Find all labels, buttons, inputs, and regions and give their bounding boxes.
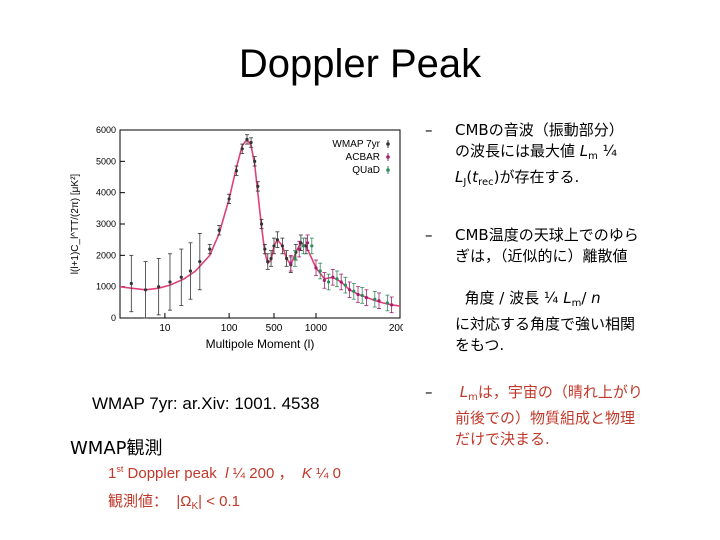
y-tick-label: 5000 (96, 156, 116, 166)
data-point (275, 238, 279, 242)
data-point (157, 285, 161, 289)
bullet-2: – CMB温度の天球上でのゆら ぎは，（近似的に）離散値 (425, 225, 700, 267)
y-tick-label: 6000 (96, 125, 116, 135)
legend-marker (386, 142, 390, 146)
data-point (198, 260, 202, 264)
data-point (263, 247, 267, 251)
data-point (310, 244, 314, 248)
power-spectrum-chart: 0 1000 2000 3000 4000 5000 6000 10 100 500 1000 20… (70, 125, 403, 351)
data-point (322, 278, 326, 282)
y-tick-label: 3000 (96, 219, 116, 229)
bullet-text: CMB温度の天球上でのゆら ぎは，（近似的に）離散値 (455, 226, 639, 265)
x-tick-label: 2000 (389, 323, 403, 334)
y-tick-label: 0 (111, 313, 116, 323)
data-point (240, 147, 244, 151)
data-point (234, 169, 239, 173)
data-point (259, 222, 264, 226)
legend-label: WMAP 7yr (332, 139, 380, 150)
x-tick-label: 1000 (305, 323, 328, 334)
data-point (253, 159, 257, 163)
y-axis-label: l(l+1)C_l^TT/(2π) [μK²] (70, 174, 81, 275)
bullet-dash: – (425, 226, 433, 244)
data-point (339, 280, 343, 284)
data-point (352, 289, 356, 293)
bullet-text: 角度 / 波長 ¼ Lm/ n に対応する角度で強い相関 をもつ. (455, 289, 636, 354)
legend-label: ACBAR (346, 152, 380, 163)
data-point (179, 275, 183, 279)
data-point (272, 244, 276, 248)
bullet-dash: – (425, 383, 433, 401)
x-tick-label: 10 (159, 323, 171, 334)
data-point (335, 277, 339, 281)
data-point (280, 244, 284, 248)
data-point (266, 260, 270, 264)
bullet-text: Lmは，宇宙の（晴れ上がり 前後での）物質組成と物理 だけで決まる. (455, 383, 643, 448)
x-axis-label: Multipole Moment (l) (206, 337, 315, 351)
x-tick-label: 500 (266, 323, 283, 334)
data-point (360, 293, 364, 298)
bullet-4: – Lmは，宇宙の（晴れ上がり 前後での）物質組成と物理 だけで決まる. (425, 382, 700, 450)
data-point (314, 266, 318, 270)
measured-value-line: 観測値： |ΩK| < 0.1 (108, 493, 240, 512)
legend-marker (386, 155, 390, 159)
data-point (343, 283, 347, 287)
data-point (301, 244, 305, 248)
data-point (188, 269, 193, 273)
data-point (385, 301, 389, 305)
legend-label: QUaD (352, 165, 380, 176)
bullet-1: – CMBの音波（振動部分） の波長には最大値 Lm ¼ LJ(trec)が存在する… (425, 120, 700, 193)
data-point (331, 275, 335, 279)
legend-marker (386, 168, 390, 172)
data-point (269, 256, 273, 261)
data-point (143, 288, 148, 292)
data-point (304, 244, 308, 248)
data-point (217, 228, 221, 232)
data-point (208, 247, 212, 251)
data-point (318, 269, 322, 273)
data-point (299, 241, 303, 245)
data-point (245, 137, 249, 141)
y-tick-label: 4000 (96, 188, 116, 198)
bullet-dash: – (425, 121, 433, 139)
bullet-text: CMBの音波（振動部分） の波長には最大値 Lm ¼ LJ(trec)が存在する. (455, 121, 624, 188)
data-point (285, 256, 289, 261)
data-point (364, 296, 368, 300)
x-tick-label: 100 (221, 323, 238, 334)
data-point (249, 140, 253, 145)
data-point (306, 241, 310, 245)
data-point (390, 303, 394, 307)
data-point (289, 261, 293, 265)
data-point (168, 280, 172, 284)
bullet-3: 角度 / 波長 ¼ Lm/ n に対応する角度で強い相関 をもつ. (425, 288, 700, 356)
data-point (348, 288, 352, 292)
data-point (356, 292, 360, 297)
y-tick-label: 2000 (96, 250, 116, 260)
y-tick-label: 1000 (96, 282, 116, 292)
data-point (377, 299, 381, 303)
observation-heading: WMAP観測 (70, 438, 163, 459)
slide-title: Doppler Peak (238, 42, 482, 86)
data-point (293, 256, 297, 261)
data-point (297, 247, 301, 251)
data-point (327, 280, 331, 284)
data-point (129, 281, 133, 286)
data-point (227, 197, 231, 201)
citation: WMAP 7yr: ar.Xiv: 1001. 4538 (92, 394, 320, 413)
data-point (373, 297, 377, 301)
doppler-peak-line: 1st Doppler peak l ¼ 200 ， K ¼ 0 (108, 464, 342, 482)
data-point (256, 184, 260, 188)
